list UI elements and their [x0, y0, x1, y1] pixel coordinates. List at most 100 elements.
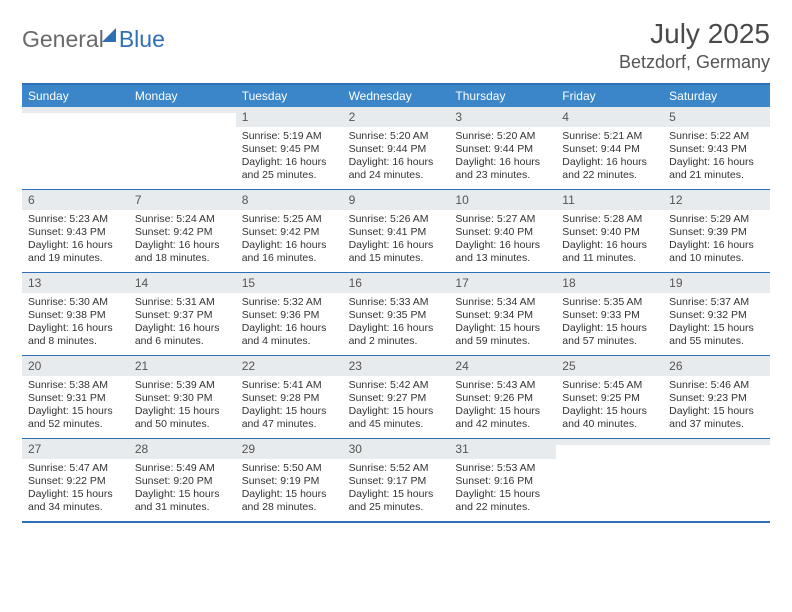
daynum-row: 21 — [129, 356, 236, 376]
daylight-line: Daylight: 16 hours and 4 minutes. — [242, 322, 337, 348]
daynum-row: 13 — [22, 273, 129, 293]
calendar-cell — [556, 439, 663, 521]
calendar-cell: 19Sunrise: 5:37 AMSunset: 9:32 PMDayligh… — [663, 273, 770, 355]
daylight-line: Daylight: 16 hours and 11 minutes. — [562, 239, 657, 265]
calendar-cell: 21Sunrise: 5:39 AMSunset: 9:30 PMDayligh… — [129, 356, 236, 438]
day-number: 23 — [343, 356, 450, 376]
calendar-cell — [663, 439, 770, 521]
cell-body: Sunrise: 5:30 AMSunset: 9:38 PMDaylight:… — [22, 293, 129, 351]
calendar-cell: 7Sunrise: 5:24 AMSunset: 9:42 PMDaylight… — [129, 190, 236, 272]
week-row: 1 Sunrise: 5:19 AMSunset: 9:45 PM Daylight… — [22, 107, 770, 190]
sunset-line: Sunset: 9:39 PM — [669, 226, 764, 239]
daylight-line: Daylight: 15 hours and 57 minutes. — [562, 322, 657, 348]
day-number: 25 — [556, 356, 663, 376]
daynum-row: 24 — [449, 356, 556, 376]
sunrise-line: Sunrise: 5:29 AM — [669, 213, 764, 226]
day-number: 28 — [129, 439, 236, 459]
sunset-line: Sunset: 9:31 PM — [28, 392, 123, 405]
calendar-cell: 15Sunrise: 5:32 AMSunset: 9:36 PMDayligh… — [236, 273, 343, 355]
cell-body: Sunrise: 5:52 AMSunset: 9:17 PMDaylight:… — [343, 459, 450, 517]
sunrise-line: Sunrise: 5:27 AM — [455, 213, 550, 226]
daylight-line: Daylight: 15 hours and 31 minutes. — [135, 488, 230, 514]
cell-body: Sunrise: 5:53 AMSunset: 9:16 PMDaylight:… — [449, 459, 556, 517]
logo-text-blue: Blue — [119, 26, 165, 53]
sunset-line: Sunset: 9:16 PM — [455, 475, 550, 488]
sunrise-line: Sunrise: 5:19 AM — [242, 130, 337, 143]
day-number: 20 — [22, 356, 129, 376]
week-row: 13Sunrise: 5:30 AMSunset: 9:38 PMDayligh… — [22, 273, 770, 356]
dow-header: Wednesday — [343, 85, 450, 107]
daylight-line: Daylight: 15 hours and 55 minutes. — [669, 322, 764, 348]
sunset-line: Sunset: 9:44 PM — [562, 143, 657, 156]
cell-body: Sunrise: 5:28 AMSunset: 9:40 PMDaylight:… — [556, 210, 663, 268]
daynum-row — [129, 107, 236, 113]
daynum-row: 19 — [663, 273, 770, 293]
calendar-cell: 24Sunrise: 5:43 AMSunset: 9:26 PMDayligh… — [449, 356, 556, 438]
title-block: July 2025 Betzdorf, Germany — [619, 18, 770, 73]
sunrise-line: Sunrise: 5:20 AM — [349, 130, 444, 143]
triangle-icon — [102, 28, 116, 42]
sunrise-line: Sunrise: 5:22 AM — [669, 130, 764, 143]
cell-body: Sunrise: 5:37 AMSunset: 9:32 PMDaylight:… — [663, 293, 770, 351]
daylight-line: Daylight: 16 hours and 6 minutes. — [135, 322, 230, 348]
day-number: 17 — [449, 273, 556, 293]
daynum-row: 18 — [556, 273, 663, 293]
calendar-cell: 20Sunrise: 5:38 AMSunset: 9:31 PMDayligh… — [22, 356, 129, 438]
calendar-cell: 10Sunrise: 5:27 AMSunset: 9:40 PMDayligh… — [449, 190, 556, 272]
cell-body: Sunrise: 5:33 AMSunset: 9:35 PMDaylight:… — [343, 293, 450, 351]
dow-header: Monday — [129, 85, 236, 107]
day-number: 12 — [663, 190, 770, 210]
sunrise-line: Sunrise: 5:26 AM — [349, 213, 444, 226]
logo-text-general: General — [22, 26, 104, 53]
calendar: SundayMondayTuesdayWednesdayThursdayFrid… — [22, 83, 770, 523]
daynum-row: 16 — [343, 273, 450, 293]
sunset-line: Sunset: 9:28 PM — [242, 392, 337, 405]
daynum-row: 23 — [343, 356, 450, 376]
sunrise-line: Sunrise: 5:52 AM — [349, 462, 444, 475]
cell-body: Sunrise: 5:20 AMSunset: 9:44 PMDaylight:… — [449, 127, 556, 185]
sunset-line: Sunset: 9:38 PM — [28, 309, 123, 322]
sunrise-line: Sunrise: 5:31 AM — [135, 296, 230, 309]
daylight-line: Daylight: 16 hours and 21 minutes. — [669, 156, 764, 182]
daynum-row: 11 — [556, 190, 663, 210]
day-number: 3 — [449, 107, 556, 127]
sunset-line: Sunset: 9:44 PM — [349, 143, 444, 156]
calendar-cell: 14Sunrise: 5:31 AMSunset: 9:37 PMDayligh… — [129, 273, 236, 355]
cell-body: Sunrise: 5:21 AMSunset: 9:44 PMDaylight:… — [556, 127, 663, 185]
sunset-line: Sunset: 9:45 PM — [242, 143, 337, 156]
cell-body: Sunrise: 5:50 AMSunset: 9:19 PMDaylight:… — [236, 459, 343, 517]
daynum-row: 20 — [22, 356, 129, 376]
sunset-line: Sunset: 9:27 PM — [349, 392, 444, 405]
cell-body: Sunrise: 5:27 AMSunset: 9:40 PMDaylight:… — [449, 210, 556, 268]
cell-body: Sunrise: 5:31 AMSunset: 9:37 PMDaylight:… — [129, 293, 236, 351]
daylight-line: Daylight: 16 hours and 10 minutes. — [669, 239, 764, 265]
day-number: 9 — [343, 190, 450, 210]
daynum-row: 6 — [22, 190, 129, 210]
daylight-line: Daylight: 16 hours and 15 minutes. — [349, 239, 444, 265]
daylight-line: Daylight: 16 hours and 24 minutes. — [349, 156, 444, 182]
calendar-cell — [22, 107, 129, 189]
sunrise-line: Sunrise: 5:38 AM — [28, 379, 123, 392]
daynum-row: 1 — [236, 107, 343, 127]
day-number: 29 — [236, 439, 343, 459]
sunset-line: Sunset: 9:42 PM — [242, 226, 337, 239]
day-number: 13 — [22, 273, 129, 293]
cell-body: Sunrise: 5:32 AMSunset: 9:36 PMDaylight:… — [236, 293, 343, 351]
dow-header: Tuesday — [236, 85, 343, 107]
sunset-line: Sunset: 9:42 PM — [135, 226, 230, 239]
sunset-line: Sunset: 9:43 PM — [28, 226, 123, 239]
sunset-line: Sunset: 9:41 PM — [349, 226, 444, 239]
cell-body: Sunrise: 5:25 AMSunset: 9:42 PMDaylight:… — [236, 210, 343, 268]
sunset-line: Sunset: 9:17 PM — [349, 475, 444, 488]
daylight-line: Daylight: 16 hours and 19 minutes. — [28, 239, 123, 265]
day-number: 10 — [449, 190, 556, 210]
day-number: 22 — [236, 356, 343, 376]
daynum-row: 7 — [129, 190, 236, 210]
calendar-cell: 31Sunrise: 5:53 AMSunset: 9:16 PMDayligh… — [449, 439, 556, 521]
cell-body: Sunrise: 5:46 AMSunset: 9:23 PMDaylight:… — [663, 376, 770, 434]
daynum-row: 2 — [343, 107, 450, 127]
calendar-cell: 13Sunrise: 5:30 AMSunset: 9:38 PMDayligh… — [22, 273, 129, 355]
page-header: General Blue July 2025 Betzdorf, Germany — [22, 18, 770, 73]
month-title: July 2025 — [619, 18, 770, 50]
daylight-line: Daylight: 15 hours and 25 minutes. — [349, 488, 444, 514]
